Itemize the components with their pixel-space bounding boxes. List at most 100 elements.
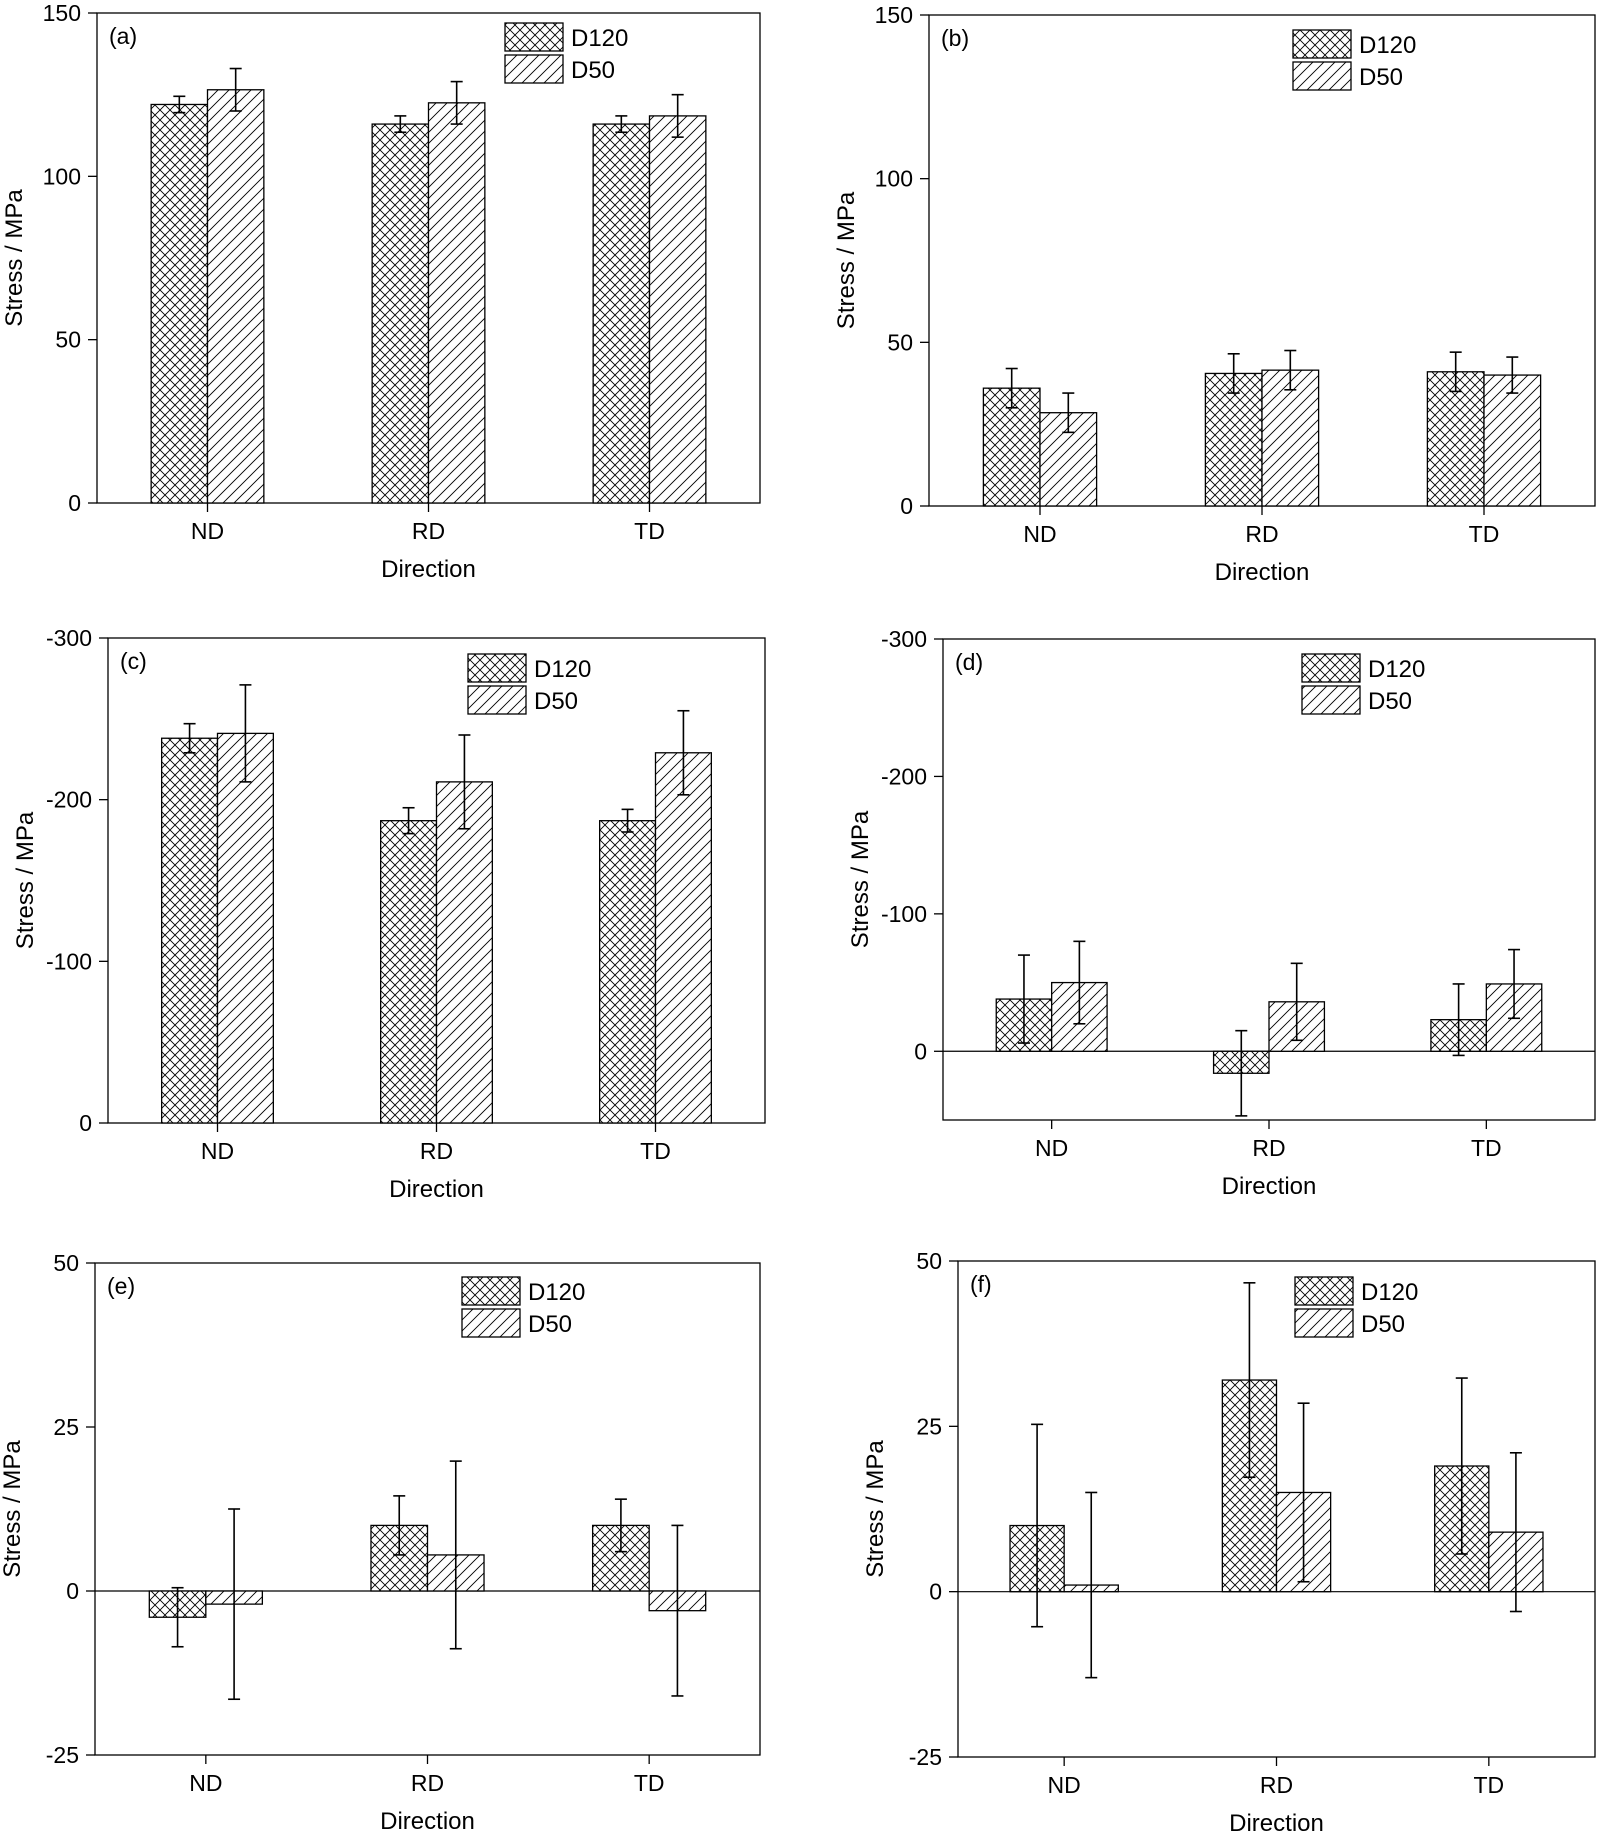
error-bar-d50-rd bbox=[458, 734, 471, 830]
bar-d50-rd bbox=[1261, 369, 1320, 507]
bar-d120-rd bbox=[380, 820, 438, 1124]
panel-label: (f) bbox=[970, 1271, 992, 1297]
y-axis-label: Stress / MPa bbox=[862, 1440, 889, 1578]
legend-swatch-d120 bbox=[1301, 653, 1361, 683]
panel-label: (e) bbox=[107, 1273, 135, 1299]
legend-label-d120: D120 bbox=[534, 656, 591, 683]
x-axis-label: Direction bbox=[389, 1176, 484, 1203]
x-tick-label: TD bbox=[1469, 521, 1500, 547]
x-axis-label: Direction bbox=[380, 1808, 475, 1835]
x-tick-label: ND bbox=[191, 518, 224, 544]
y-tick-label: 50 bbox=[887, 329, 913, 355]
y-tick-label: 50 bbox=[916, 1248, 942, 1274]
error-bar-d50-td bbox=[677, 709, 690, 796]
y-axis-label: Stress / MPa bbox=[12, 811, 39, 949]
error-bar-d120-nd bbox=[183, 722, 196, 754]
legend: D120 D50 bbox=[461, 1276, 585, 1338]
legend-label-d50: D50 bbox=[528, 1311, 572, 1338]
error-bar-d50-rd bbox=[1284, 349, 1297, 391]
error-bar-d120-nd bbox=[1031, 1423, 1044, 1628]
legend-swatch-d120 bbox=[504, 22, 564, 52]
error-bar-d120-rd bbox=[394, 115, 407, 134]
error-bar-d50-td bbox=[1509, 1451, 1522, 1613]
y-tick-label: 0 bbox=[66, 1578, 79, 1604]
y-tick-label: -200 bbox=[881, 763, 927, 789]
panel-label: (c) bbox=[120, 648, 147, 674]
y-axis-label: Stress / MPa bbox=[1, 189, 28, 327]
bar-d50-td bbox=[648, 115, 707, 504]
y-tick-label: 50 bbox=[55, 327, 81, 353]
error-bar-d120-nd bbox=[1005, 367, 1018, 409]
legend-swatch-d120 bbox=[461, 1276, 521, 1306]
chart-panel-a: 0 50 100 150 ND RD TD (a) Direction Stress / MPa D… bbox=[1, 0, 761, 583]
chart-panel-c: 0 -100 -200 -300 ND RD TD (c) Direction Stress / … bbox=[12, 625, 766, 1203]
bar-d50-rd bbox=[435, 781, 493, 1124]
panel-label: (d) bbox=[955, 649, 983, 675]
legend-swatch-d50 bbox=[1294, 1308, 1354, 1338]
error-bar-d50-rd bbox=[450, 80, 463, 125]
legend-swatch-d120 bbox=[467, 653, 527, 683]
legend-label-d50: D50 bbox=[571, 57, 615, 84]
legend: D120 D50 bbox=[1292, 29, 1416, 91]
bar-d120-nd bbox=[161, 737, 219, 1124]
x-tick-label: ND bbox=[1023, 521, 1056, 547]
legend-label-d50: D50 bbox=[1361, 1311, 1405, 1338]
legend-label-d120: D120 bbox=[1359, 32, 1416, 59]
x-axis-label: Direction bbox=[1229, 1810, 1324, 1835]
error-bar-d120-td bbox=[615, 115, 628, 134]
y-tick-label: 150 bbox=[43, 0, 81, 26]
legend-swatch-d50 bbox=[1292, 61, 1352, 91]
bar-d50-rd bbox=[427, 102, 486, 504]
y-tick-label: -25 bbox=[46, 1742, 79, 1768]
legend-swatch-d50 bbox=[467, 685, 527, 715]
x-tick-label: RD bbox=[1245, 521, 1278, 547]
error-bar-d120-rd bbox=[1235, 1029, 1248, 1117]
y-tick-label: 50 bbox=[53, 1250, 79, 1276]
x-tick-label: RD bbox=[1252, 1135, 1285, 1161]
plot-frame bbox=[94, 1262, 761, 1756]
x-tick-label: ND bbox=[1035, 1135, 1068, 1161]
y-axis-label: Stress / MPa bbox=[833, 191, 860, 329]
legend-label-d120: D120 bbox=[1368, 656, 1425, 683]
y-tick-label: -300 bbox=[46, 625, 92, 651]
y-axis-label: Stress / MPa bbox=[0, 1440, 26, 1578]
error-bar-d50-nd bbox=[1085, 1491, 1098, 1679]
error-bar-d120-td bbox=[1452, 983, 1465, 1057]
legend-swatch-d120 bbox=[1294, 1276, 1354, 1306]
error-bar-d120-td bbox=[1455, 1377, 1468, 1555]
bar-d120-nd bbox=[150, 103, 209, 504]
x-tick-label: TD bbox=[1471, 1135, 1502, 1161]
x-tick-label: TD bbox=[634, 1770, 665, 1796]
error-bar-d120-rd bbox=[1243, 1282, 1256, 1479]
error-bar-d120-nd bbox=[173, 95, 186, 114]
x-tick-label: RD bbox=[420, 1138, 453, 1164]
y-tick-label: 0 bbox=[900, 493, 913, 519]
error-bar-d50-td bbox=[671, 1524, 684, 1697]
legend-label-d120: D120 bbox=[1361, 1279, 1418, 1306]
y-axis-label: Stress / MPa bbox=[847, 810, 874, 948]
error-bar-d50-rd bbox=[1297, 1402, 1310, 1583]
legend-label-d120: D120 bbox=[571, 25, 628, 52]
legend-label-d50: D50 bbox=[1359, 64, 1403, 91]
bar-d50-td bbox=[1483, 374, 1542, 507]
panel-label: (a) bbox=[109, 23, 137, 49]
bar-d120-rd bbox=[1204, 372, 1263, 507]
y-tick-label: 0 bbox=[914, 1038, 927, 1064]
bar-d120-td bbox=[592, 123, 651, 504]
chart-panel-b: 0 50 100 150 ND RD TD (b) Direction Stress / MPa D… bbox=[833, 2, 1596, 586]
error-bar-d120-rd bbox=[393, 1495, 406, 1556]
error-bar-d120-td bbox=[1449, 351, 1462, 393]
legend-label-d50: D50 bbox=[534, 688, 578, 715]
x-axis-label: Direction bbox=[1215, 559, 1310, 586]
legend-label-d50: D50 bbox=[1368, 688, 1412, 715]
y-tick-label: 0 bbox=[79, 1110, 92, 1136]
y-tick-label: -25 bbox=[909, 1744, 942, 1770]
error-bar-d120-td bbox=[614, 1498, 627, 1553]
bar-d120-td bbox=[1426, 371, 1485, 507]
y-tick-label: -200 bbox=[46, 787, 92, 813]
y-tick-label: 25 bbox=[916, 1413, 942, 1439]
legend: D120 D50 bbox=[1301, 653, 1425, 715]
y-tick-label: -100 bbox=[46, 948, 92, 974]
error-bar-d50-rd bbox=[449, 1460, 462, 1650]
bar-d50-td bbox=[654, 752, 712, 1124]
